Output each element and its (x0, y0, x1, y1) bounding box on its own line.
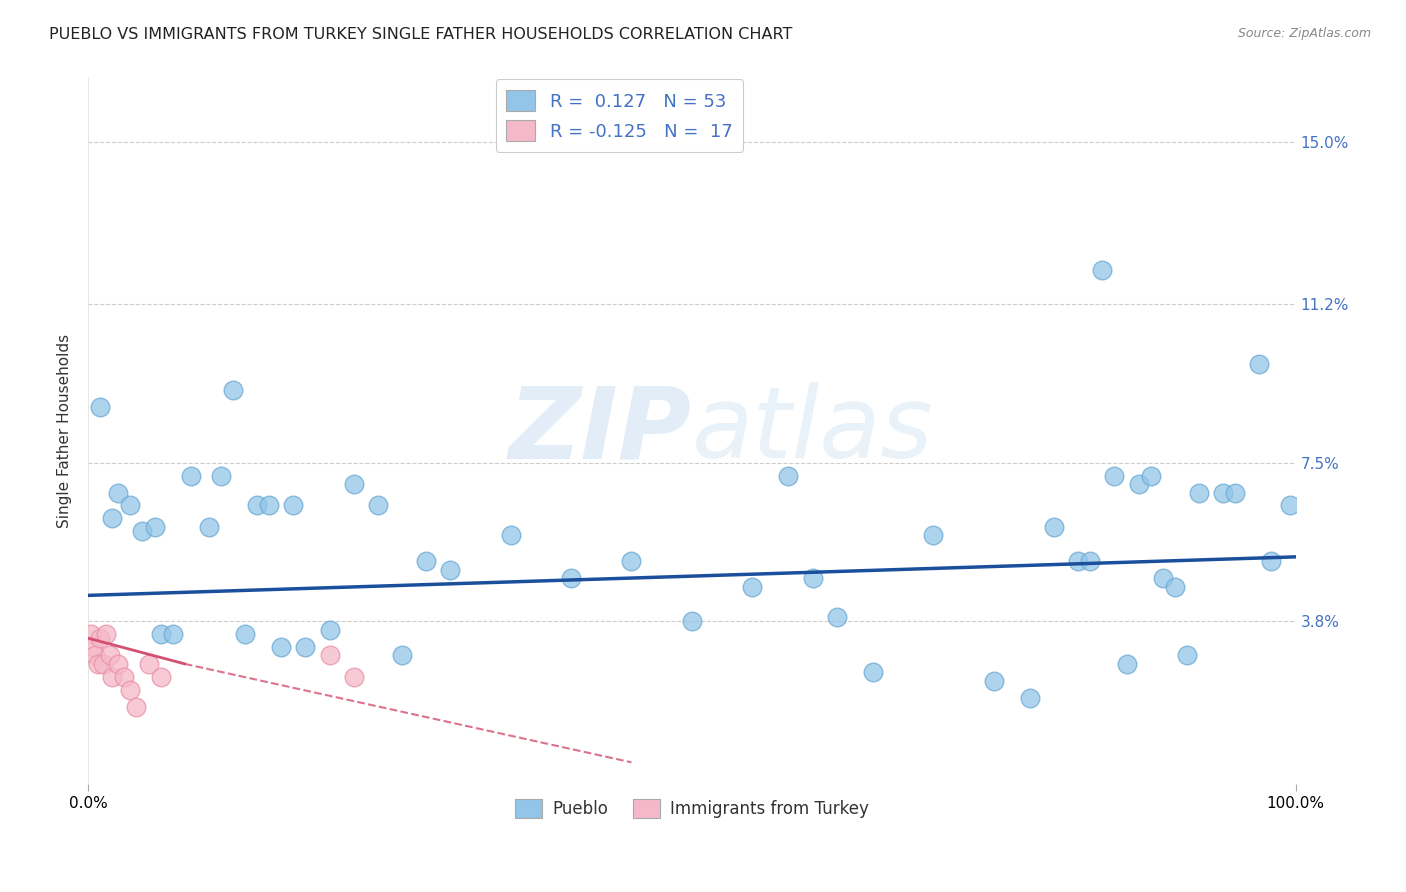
Point (343, 477, 366, 491)
Point (138, 657, 160, 671)
Point (1152, 571, 1174, 585)
Point (246, 499, 269, 513)
Point (620, 554, 643, 568)
Point (89, 400, 111, 414)
Point (89, 631, 111, 645)
Point (681, 614, 703, 628)
Point (107, 657, 129, 671)
Point (922, 528, 945, 542)
Point (825, 609, 848, 624)
Point (1139, 468, 1161, 483)
Point (82, 640, 104, 654)
Point (1188, 485, 1211, 500)
Point (318, 648, 340, 663)
Point (862, 665, 884, 680)
Point (1104, 468, 1126, 483)
Point (499, 528, 522, 542)
Point (87, 657, 110, 671)
Point (294, 640, 316, 654)
Text: PUEBLO VS IMMIGRANTS FROM TURKEY SINGLE FATHER HOUSEHOLDS CORRELATION CHART: PUEBLO VS IMMIGRANTS FROM TURKEY SINGLE … (49, 27, 793, 42)
Point (367, 499, 389, 513)
Point (343, 670, 366, 684)
Point (149, 627, 172, 641)
Point (283, 499, 305, 513)
Point (415, 554, 437, 568)
Point (131, 524, 153, 538)
Point (741, 580, 763, 594)
Point (1043, 520, 1066, 534)
Point (778, 468, 800, 483)
Point (1249, 357, 1271, 371)
Point (180, 468, 202, 483)
Point (101, 670, 124, 684)
Point (222, 383, 245, 397)
Point (198, 520, 221, 534)
Point (112, 670, 135, 684)
Point (84, 648, 107, 663)
Point (1067, 554, 1090, 568)
Point (391, 648, 413, 663)
Point (1128, 477, 1150, 491)
Point (1091, 263, 1114, 277)
Point (96, 627, 118, 641)
Point (318, 623, 340, 637)
Point (125, 699, 148, 714)
Text: atlas: atlas (692, 382, 934, 479)
Point (233, 627, 256, 641)
Text: ZIP: ZIP (509, 382, 692, 479)
Point (101, 511, 124, 525)
Point (120, 499, 142, 513)
Point (801, 571, 824, 585)
Point (270, 640, 292, 654)
Point (1078, 554, 1101, 568)
Legend: Pueblo, Immigrants from Turkey: Pueblo, Immigrants from Turkey (509, 792, 875, 825)
Point (1115, 657, 1137, 671)
Point (1164, 580, 1187, 594)
Point (259, 499, 281, 513)
Point (560, 571, 582, 585)
Point (983, 673, 1005, 688)
Point (79, 627, 101, 641)
Point (1212, 485, 1234, 500)
Point (1260, 554, 1282, 568)
Point (120, 682, 142, 697)
Text: Source: ZipAtlas.com: Source: ZipAtlas.com (1237, 27, 1371, 40)
Point (209, 468, 232, 483)
Point (149, 670, 172, 684)
Point (1175, 648, 1198, 663)
Point (143, 520, 166, 534)
Point (98, 648, 121, 663)
Point (1019, 691, 1042, 706)
Y-axis label: Single Father Households: Single Father Households (58, 334, 72, 528)
Point (1225, 485, 1247, 500)
Point (439, 563, 461, 577)
Point (107, 485, 129, 500)
Point (91, 657, 114, 671)
Point (162, 627, 184, 641)
Point (1278, 499, 1301, 513)
